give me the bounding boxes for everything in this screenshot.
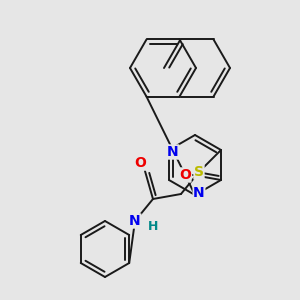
Text: O: O: [179, 168, 191, 182]
Text: S: S: [194, 165, 204, 179]
Text: N: N: [129, 214, 141, 228]
Text: H: H: [148, 220, 158, 232]
Text: N: N: [193, 186, 205, 200]
Text: O: O: [134, 156, 146, 170]
Text: N: N: [167, 145, 179, 159]
